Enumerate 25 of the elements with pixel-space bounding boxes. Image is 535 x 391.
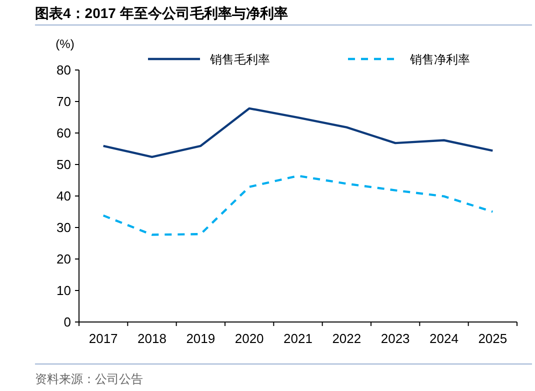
y-tick-label: 20 — [56, 252, 71, 266]
legend-label: 销售净利率 — [409, 52, 470, 66]
x-tick-label: 2019 — [186, 331, 216, 346]
x-tick-label: 2025 — [478, 331, 508, 346]
y-tick-label: 10 — [56, 283, 71, 298]
x-tick-label: 2020 — [234, 331, 264, 346]
x-tick-label: 2023 — [380, 331, 410, 346]
text: 资料来源：公司公告 — [35, 372, 143, 386]
x-tick-label: 2021 — [284, 331, 312, 346]
x-tick-label: 2017 — [88, 331, 118, 346]
legend-label: 销售毛利率 — [209, 52, 270, 66]
y-tick-label: 0 — [64, 314, 71, 330]
x-tick-label: 2018 — [138, 331, 166, 346]
y-tick-label: 30 — [56, 220, 71, 235]
x-tick-label: 2024 — [430, 331, 458, 346]
y-tick-label: 70 — [56, 94, 71, 109]
line-series — [102, 107, 494, 158]
chart-title: 图表4：2017 年至今公司毛利率与净利率 — [35, 5, 288, 21]
y-axis-title: (%) — [56, 37, 74, 51]
y-tick-label: 60 — [56, 126, 71, 140]
line-series — [102, 174, 494, 236]
x-tick-label: 2022 — [332, 331, 362, 346]
y-tick-label: 50 — [56, 157, 71, 172]
y-tick-label: 80 — [56, 62, 71, 78]
y-tick-label: 40 — [56, 188, 71, 204]
